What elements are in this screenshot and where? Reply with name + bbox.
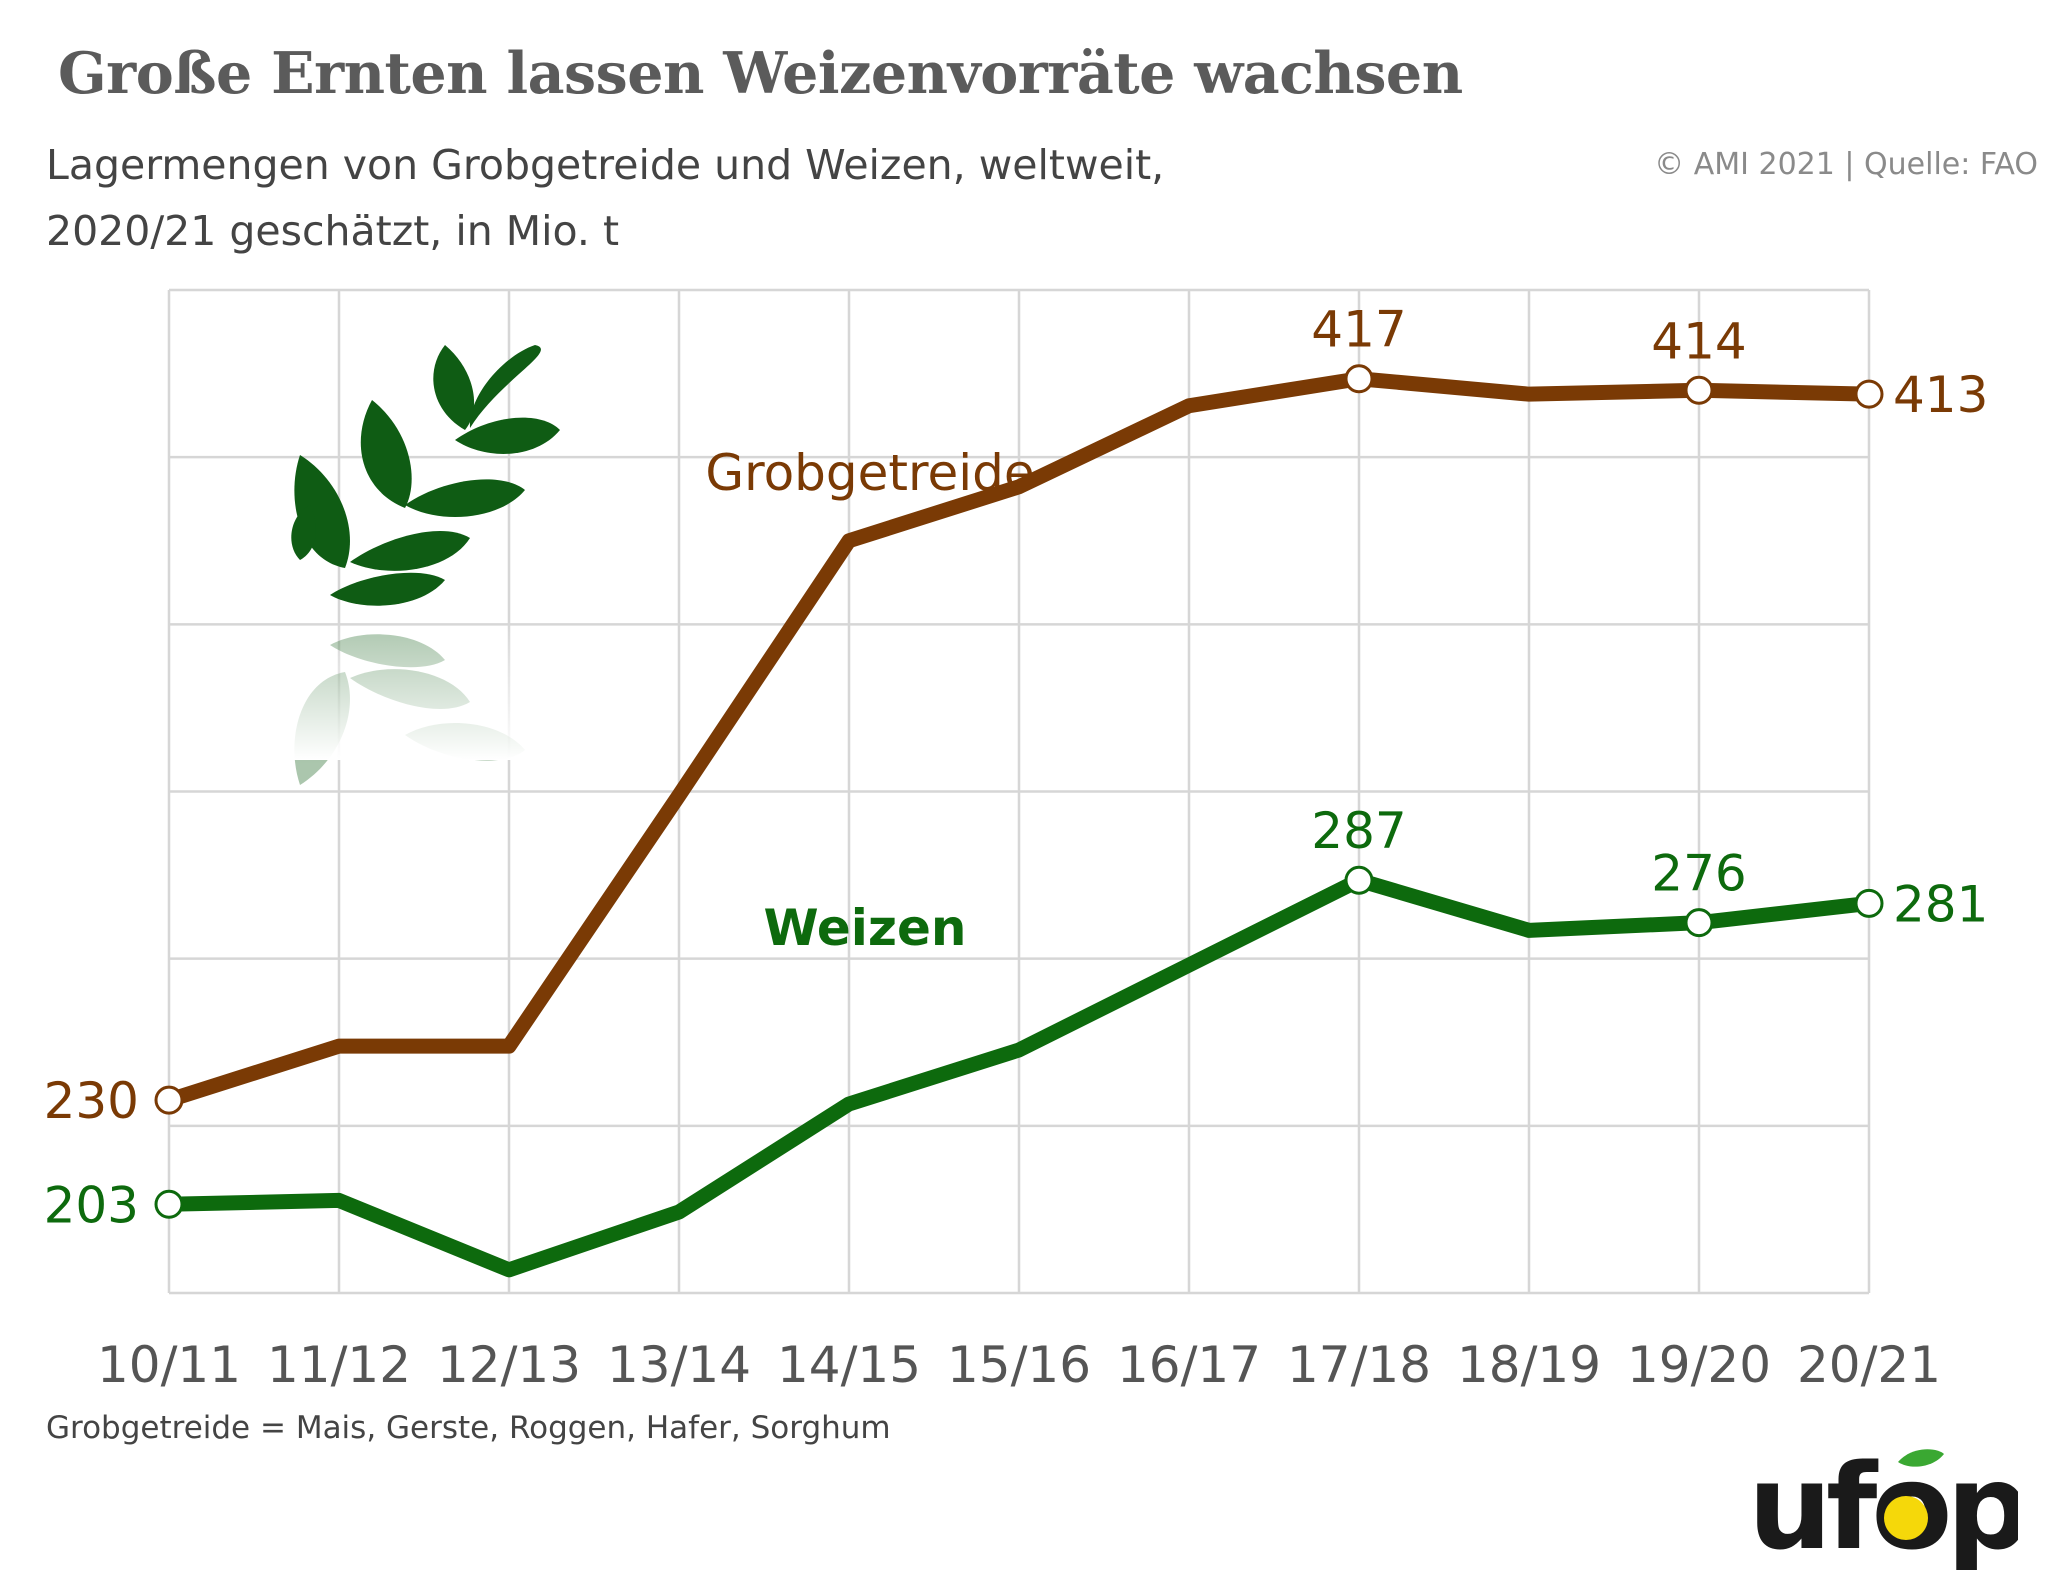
x-tick-label: 20/21: [1797, 1336, 1941, 1394]
series-name-weizen: Weizen: [763, 899, 966, 957]
data-point-marker: [1344, 364, 1374, 394]
data-label: 203: [44, 1176, 139, 1234]
data-point-marker: [1344, 865, 1374, 895]
data-label: 281: [1893, 875, 1988, 933]
svg-text:ufop: ufop: [1748, 1440, 2018, 1570]
footnote: Grobgetreide = Mais, Gerste, Roggen, Haf…: [46, 1410, 891, 1446]
data-point-marker: [1854, 379, 1884, 409]
data-label: 417: [1311, 301, 1406, 359]
x-tick-label: 12/13: [437, 1336, 581, 1394]
x-tick-label: 16/17: [1117, 1336, 1261, 1394]
data-label: 276: [1651, 845, 1746, 903]
data-label: 414: [1651, 312, 1746, 370]
x-tick-label: 18/19: [1457, 1336, 1601, 1394]
subtitle-line-1: Lagermengen von Grobgetreide und Weizen,…: [46, 141, 1165, 189]
data-point-marker: [154, 1085, 184, 1115]
subtitle-line-2: 2020/21 geschätzt, in Mio. t: [46, 207, 620, 255]
x-tick-label: 14/15: [777, 1336, 921, 1394]
data-point-marker: [1854, 888, 1884, 918]
data-label: 413: [1893, 366, 1988, 424]
data-point-marker: [1684, 375, 1714, 405]
chart-subtitle: Lagermengen von Grobgetreide und Weizen,…: [46, 132, 1164, 264]
data-label: 287: [1311, 802, 1406, 860]
data-point-marker: [154, 1189, 184, 1219]
chart-series: [154, 364, 1884, 1278]
chart-grid: [167, 288, 1871, 1295]
x-tick-label: 10/11: [97, 1336, 241, 1394]
series-name-grobgetreide: Grobgetreide: [705, 444, 1034, 502]
data-point-marker: [1684, 908, 1714, 938]
x-tick-label: 15/16: [947, 1336, 1091, 1394]
x-tick-label: 17/18: [1287, 1336, 1431, 1394]
series-line-weizen: [161, 872, 1877, 1278]
data-label: 230: [44, 1072, 139, 1130]
ufop-logo: ufop: [1748, 1440, 2018, 1570]
chart-labels: Grobgetreide 230 417 414 413 Weizen 203 287 276 2…: [44, 301, 1989, 1235]
source-credit: © AMI 2021 | Quelle: FAO: [1654, 147, 2038, 182]
x-tick-label: 11/12: [267, 1336, 411, 1394]
wheat-ear-icon: [270, 345, 560, 785]
x-tick-label: 13/14: [607, 1336, 751, 1394]
x-axis: 10/11 11/12 12/13 13/14 14/15 15/16 16/17 17/18…: [97, 1336, 1941, 1394]
chart-title: Große Ernten lassen Weizenvorräte wachse…: [58, 40, 1463, 107]
x-tick-label: 19/20: [1627, 1336, 1771, 1394]
series-line-grobgetreide: [161, 371, 1877, 1108]
